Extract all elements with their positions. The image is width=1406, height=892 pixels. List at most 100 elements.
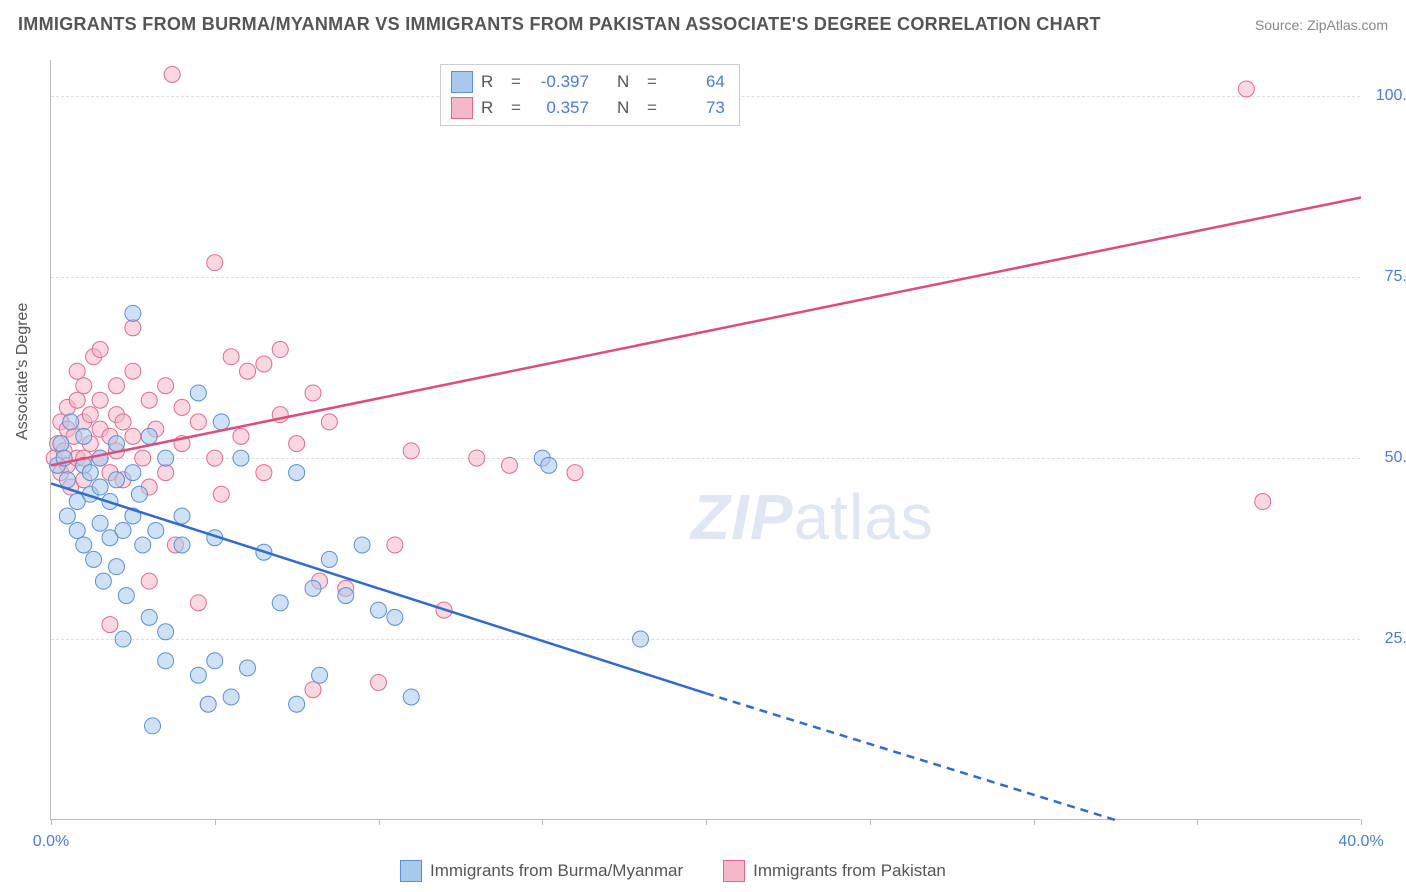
pakistan-point — [1238, 81, 1254, 97]
burma-point — [213, 414, 229, 430]
pakistan-point — [69, 392, 85, 408]
pakistan-point — [233, 428, 249, 444]
pakistan-point — [92, 342, 108, 358]
burma-point — [158, 653, 174, 669]
scatter-svg — [51, 60, 1360, 819]
x-tick — [1361, 819, 1362, 825]
y-axis-label: Associate's Degree — [14, 303, 32, 440]
burma-swatch-icon — [400, 860, 422, 882]
pakistan-point — [174, 399, 190, 415]
x-tick-label: 0.0% — [33, 833, 69, 851]
pakistan-point — [289, 436, 305, 452]
pakistan-point — [387, 537, 403, 553]
r-label: R — [481, 98, 503, 118]
burma-point — [338, 588, 354, 604]
equals-sign: = — [647, 72, 657, 92]
chart-title: IMMIGRANTS FROM BURMA/MYANMAR VS IMMIGRA… — [18, 14, 1101, 35]
pakistan-point — [164, 66, 180, 82]
y-tick-label: 25.0% — [1370, 630, 1406, 648]
x-tick — [870, 819, 871, 825]
legend-row-burma: R = -0.397 N = 64 — [451, 71, 725, 93]
n-label: N — [617, 98, 639, 118]
pakistan-point — [109, 378, 125, 394]
pakistan-point — [125, 428, 141, 444]
burma-point — [76, 428, 92, 444]
legend-item-pakistan: Immigrants from Pakistan — [723, 860, 946, 882]
x-tick — [215, 819, 216, 825]
burma-r-value: -0.397 — [529, 72, 589, 92]
pakistan-n-value: 73 — [665, 98, 725, 118]
pakistan-point — [213, 486, 229, 502]
source-attribution: Source: ZipAtlas.com — [1255, 17, 1388, 33]
burma-point — [95, 573, 111, 589]
burma-point — [289, 696, 305, 712]
burma-point — [59, 472, 75, 488]
pakistan-point — [305, 682, 321, 698]
burma-point — [190, 667, 206, 683]
burma-point — [633, 631, 649, 647]
pakistan-point — [141, 392, 157, 408]
pakistan-point — [141, 573, 157, 589]
pakistan-point — [115, 414, 131, 430]
burma-point — [86, 551, 102, 567]
pakistan-series-name: Immigrants from Pakistan — [753, 861, 946, 881]
pakistan-trendline — [51, 198, 1361, 466]
burma-point — [92, 479, 108, 495]
burma-point — [59, 508, 75, 524]
pakistan-point — [256, 356, 272, 372]
pakistan-swatch-icon — [723, 860, 745, 882]
burma-point — [403, 689, 419, 705]
pakistan-point — [223, 349, 239, 365]
pakistan-point — [1255, 494, 1271, 510]
burma-point — [125, 465, 141, 481]
burma-point — [109, 436, 125, 452]
pakistan-point — [272, 342, 288, 358]
burma-trendline-extrapolated — [706, 693, 1115, 820]
burma-point — [200, 696, 216, 712]
pakistan-point — [190, 414, 206, 430]
burma-point — [53, 436, 69, 452]
pakistan-point — [403, 443, 419, 459]
burma-series-name: Immigrants from Burma/Myanmar — [430, 861, 683, 881]
x-tick — [542, 819, 543, 825]
burma-point — [135, 537, 151, 553]
burma-point — [354, 537, 370, 553]
burma-swatch — [451, 71, 473, 93]
x-tick-label: 40.0% — [1338, 833, 1383, 851]
burma-point — [125, 305, 141, 321]
x-tick — [51, 819, 52, 825]
burma-point — [233, 450, 249, 466]
n-label: N — [617, 72, 639, 92]
pakistan-point — [69, 363, 85, 379]
correlation-legend: R = -0.397 N = 64 R = 0.357 N = 73 — [440, 64, 740, 126]
burma-point — [63, 414, 79, 430]
equals-sign: = — [647, 98, 657, 118]
burma-point — [131, 486, 147, 502]
burma-point — [158, 450, 174, 466]
legend-item-burma: Immigrants from Burma/Myanmar — [400, 860, 683, 882]
burma-point — [289, 465, 305, 481]
pakistan-point — [256, 465, 272, 481]
y-tick-label: 50.0% — [1370, 449, 1406, 467]
burma-point — [190, 385, 206, 401]
pakistan-point — [469, 450, 485, 466]
pakistan-point — [321, 414, 337, 430]
pakistan-point — [371, 674, 387, 690]
x-tick — [1034, 819, 1035, 825]
x-tick — [1197, 819, 1198, 825]
pakistan-point — [158, 465, 174, 481]
burma-point — [92, 515, 108, 531]
pakistan-r-value: 0.357 — [529, 98, 589, 118]
pakistan-point — [190, 595, 206, 611]
burma-point — [115, 631, 131, 647]
burma-point — [109, 472, 125, 488]
burma-point — [141, 428, 157, 444]
burma-point — [387, 609, 403, 625]
burma-point — [141, 609, 157, 625]
burma-n-value: 64 — [665, 72, 725, 92]
pakistan-point — [207, 255, 223, 271]
burma-point — [312, 667, 328, 683]
x-tick — [379, 819, 380, 825]
pakistan-point — [76, 378, 92, 394]
burma-point — [115, 522, 131, 538]
